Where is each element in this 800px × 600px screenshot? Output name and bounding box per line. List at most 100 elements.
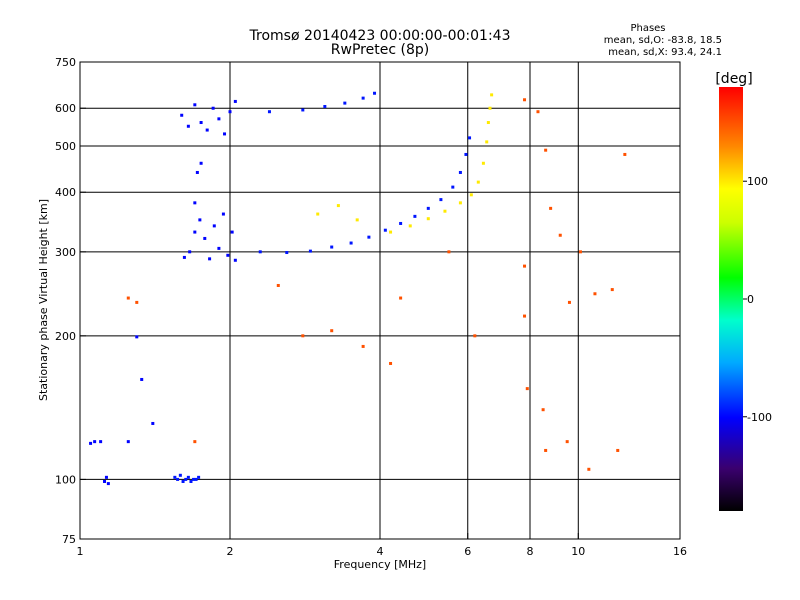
- x-axis-label: Frequency [MHz]: [334, 558, 426, 571]
- echo-point: [399, 296, 403, 300]
- echo-point: [180, 113, 184, 117]
- echo-point: [126, 440, 130, 444]
- echo-point: [126, 296, 130, 300]
- echo-point: [367, 235, 371, 239]
- echo-point: [616, 448, 620, 452]
- echo-point: [330, 245, 334, 249]
- y-tick-label: 300: [55, 246, 76, 259]
- echo-point: [135, 300, 139, 304]
- colorbar-ticks: 100 0 -100: [743, 175, 772, 424]
- echo-point: [103, 479, 107, 483]
- echo-point: [523, 98, 527, 102]
- echo-point: [523, 314, 527, 318]
- x-tick-label: 1: [77, 545, 84, 558]
- echo-point: [211, 106, 215, 110]
- echo-point: [443, 209, 447, 213]
- echo-point: [439, 198, 443, 202]
- echo-point: [258, 250, 262, 254]
- echo-point: [593, 292, 597, 296]
- x-tick-label: 8: [527, 545, 534, 558]
- echo-point: [426, 206, 430, 210]
- echo-point: [316, 212, 320, 216]
- echo-point: [336, 204, 340, 208]
- echo-point: [230, 230, 234, 234]
- echo-point: [208, 257, 212, 261]
- echo-point: [361, 96, 365, 100]
- echo-point: [188, 250, 192, 254]
- echo-point: [473, 334, 477, 338]
- echo-point: [464, 152, 468, 156]
- echo-point: [447, 250, 451, 254]
- echo-point: [233, 99, 237, 103]
- echo-point: [408, 224, 412, 228]
- echo-point: [373, 91, 377, 95]
- echo-point: [285, 251, 289, 255]
- echo-point: [194, 477, 198, 481]
- echo-point: [468, 136, 472, 140]
- y-tick-label: 100: [55, 473, 76, 486]
- echo-point: [104, 475, 108, 479]
- echo-point: [523, 264, 527, 268]
- echo-point: [228, 110, 232, 114]
- echo-point: [182, 255, 186, 259]
- echo-point: [389, 230, 393, 234]
- echo-point: [301, 334, 305, 338]
- echo-point: [587, 467, 591, 471]
- echo-point: [205, 128, 209, 132]
- echo-point: [330, 329, 334, 333]
- colorbar-tick-label: -100: [747, 411, 772, 424]
- echo-point: [151, 421, 155, 425]
- echo-point: [186, 124, 190, 128]
- echo-point: [217, 117, 221, 121]
- echo-point: [549, 206, 553, 210]
- echo-point: [485, 140, 489, 144]
- echo-point: [578, 250, 582, 254]
- echo-point: [458, 170, 462, 174]
- grid-lines: [80, 62, 680, 539]
- echo-point: [490, 93, 494, 97]
- x-tick-label: 2: [227, 545, 234, 558]
- x-tick-label: 16: [673, 545, 687, 558]
- x-tick-label: 4: [377, 545, 384, 558]
- echo-point: [383, 228, 387, 232]
- echo-point: [565, 440, 569, 444]
- colorbar-label: [deg]: [715, 71, 752, 87]
- echo-point: [486, 121, 490, 125]
- echo-point: [544, 448, 548, 452]
- echo-point: [140, 377, 144, 381]
- echo-point: [541, 408, 545, 412]
- y-tick-label: 75: [62, 533, 76, 546]
- echo-point: [349, 241, 353, 245]
- y-axis-ticks: 75 100 200 300 400 500 600 750: [55, 56, 86, 546]
- echo-point: [217, 246, 221, 250]
- echo-point: [193, 103, 197, 107]
- y-tick-label: 600: [55, 102, 76, 115]
- chart-title: Tromsø 20140423 00:00:00-00:01:43: [249, 28, 511, 44]
- echo-point: [189, 479, 193, 483]
- echo-point: [343, 101, 347, 105]
- echo-points: [89, 91, 627, 486]
- x-tick-label: 10: [571, 545, 585, 558]
- echo-point: [451, 185, 455, 189]
- x-tick-label: 6: [464, 545, 471, 558]
- echo-point: [184, 477, 188, 481]
- echo-point: [276, 283, 280, 287]
- echo-point: [198, 218, 202, 222]
- echo-point: [199, 161, 203, 165]
- echo-point: [544, 148, 548, 152]
- echo-point: [197, 475, 201, 479]
- phases-mean-o: mean, sd,O: -83.8, 18.5: [604, 35, 722, 46]
- echo-point: [221, 212, 225, 216]
- echo-point: [458, 201, 462, 205]
- echo-point: [186, 475, 190, 479]
- echo-point: [558, 233, 562, 237]
- echo-point: [389, 361, 393, 365]
- echo-point: [308, 249, 312, 253]
- echo-point: [355, 218, 359, 222]
- y-tick-label: 400: [55, 186, 76, 199]
- echo-point: [476, 180, 480, 184]
- echo-point: [106, 482, 110, 486]
- echo-point: [536, 110, 540, 114]
- colorbar-tick-label: 100: [747, 175, 768, 188]
